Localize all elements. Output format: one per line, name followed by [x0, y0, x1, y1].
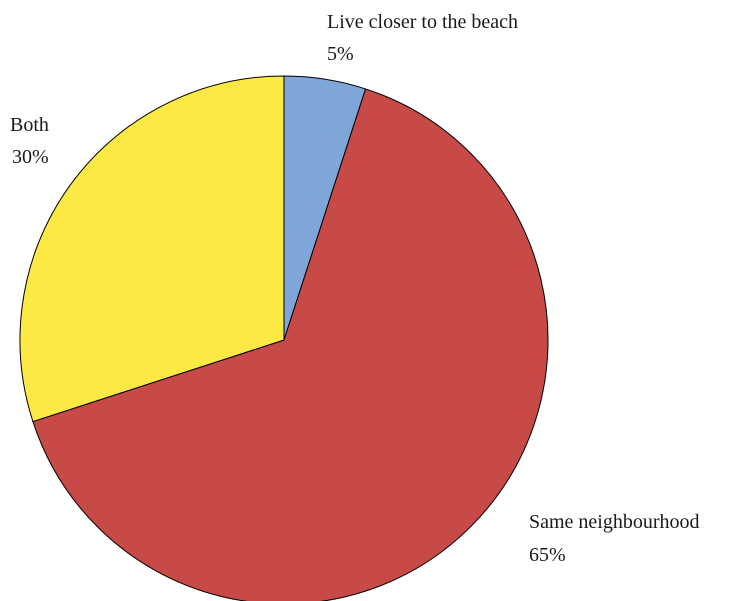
- pie-slice-both: [19, 75, 285, 423]
- pie-slice-same-neighbourhood: [32, 88, 549, 601]
- pie-labels: Live closer to the beach 5% Same neighbour…: [10, 11, 700, 566]
- slice-label-name: Same neighbourhood: [529, 511, 700, 533]
- slice-label-value: 30%: [12, 146, 49, 168]
- slice-label-value: 5%: [327, 43, 354, 65]
- slice-label-name: Both: [10, 114, 49, 136]
- pie-slices: [19, 75, 549, 601]
- slice-label-name: Live closer to the beach: [327, 11, 518, 33]
- slice-label-value: 65%: [529, 544, 566, 566]
